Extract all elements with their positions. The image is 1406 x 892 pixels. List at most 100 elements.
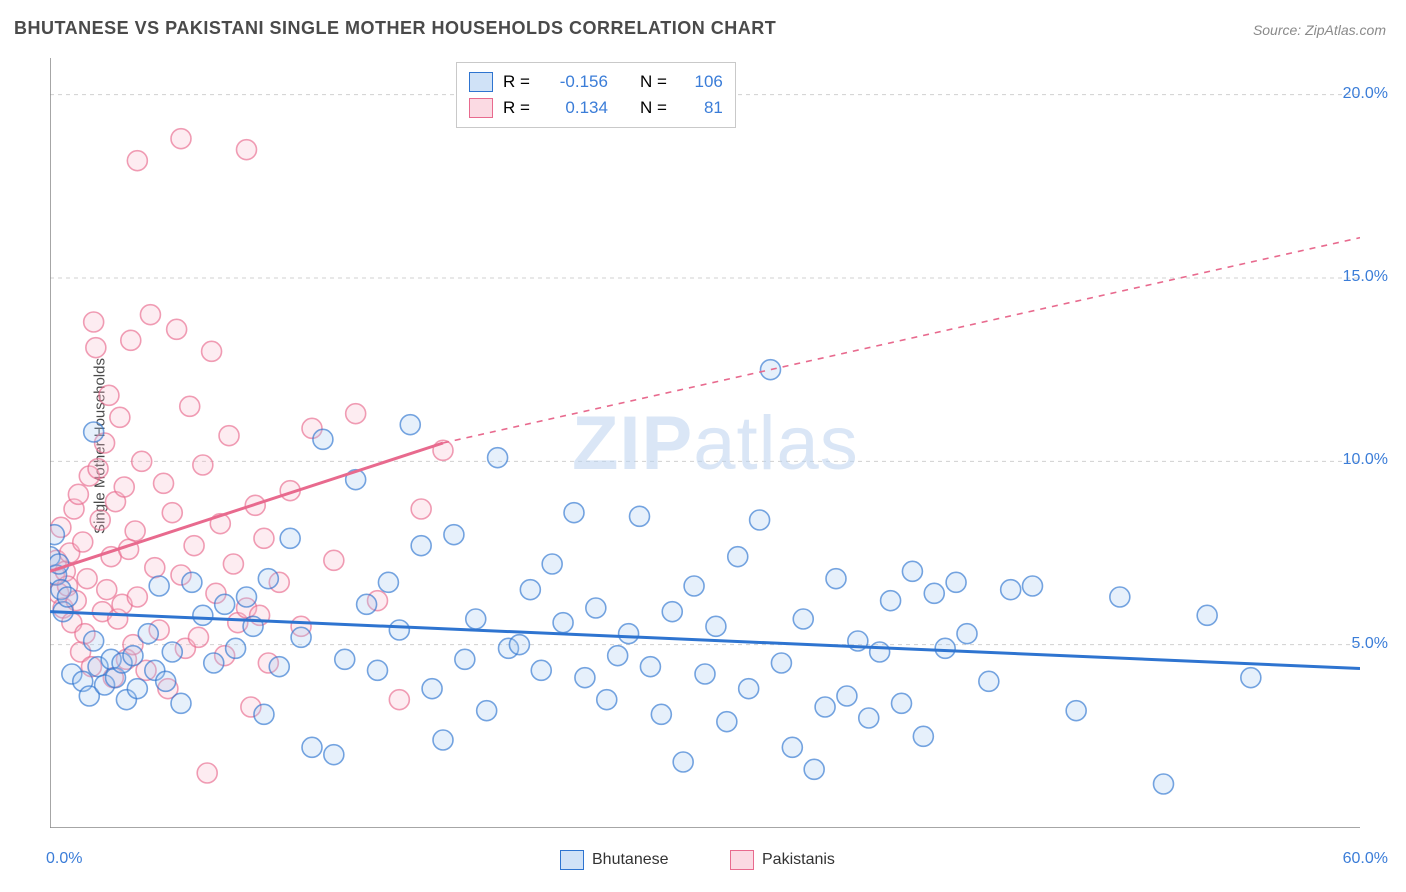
- data-point: [706, 616, 726, 636]
- stats-swatch: [469, 72, 493, 92]
- legend-swatch: [730, 850, 754, 870]
- legend-label: Pakistanis: [762, 851, 835, 869]
- data-point: [202, 341, 222, 361]
- data-point: [575, 668, 595, 688]
- data-point: [193, 605, 213, 625]
- data-point: [619, 624, 639, 644]
- data-point: [223, 554, 243, 574]
- data-point: [110, 407, 130, 427]
- data-point: [226, 638, 246, 658]
- data-point: [870, 642, 890, 662]
- legend-label: Bhutanese: [592, 851, 669, 869]
- data-point: [477, 701, 497, 721]
- data-point: [114, 477, 134, 497]
- data-point: [957, 624, 977, 644]
- data-point: [761, 360, 781, 380]
- y-tick-label: 20.0%: [1343, 85, 1388, 103]
- data-point: [1066, 701, 1086, 721]
- chart-title: BHUTANESE VS PAKISTANI SINGLE MOTHER HOU…: [14, 18, 776, 39]
- data-point: [97, 580, 117, 600]
- data-point: [520, 580, 540, 600]
- data-point: [400, 415, 420, 435]
- data-point: [99, 385, 119, 405]
- data-point: [750, 510, 770, 530]
- data-point: [422, 679, 442, 699]
- data-point: [171, 693, 191, 713]
- legend-item: Pakistanis: [730, 850, 835, 870]
- data-point: [77, 569, 97, 589]
- data-point: [188, 627, 208, 647]
- data-point: [162, 642, 182, 662]
- stats-row: R =0.134N =81: [469, 95, 723, 121]
- data-point: [156, 671, 176, 691]
- data-point: [84, 422, 104, 442]
- data-point: [140, 305, 160, 325]
- data-point: [771, 653, 791, 673]
- trend-line: [50, 612, 1360, 669]
- data-point: [509, 635, 529, 655]
- data-point: [1001, 580, 1021, 600]
- data-point: [389, 690, 409, 710]
- data-point: [127, 587, 147, 607]
- data-point: [378, 572, 398, 592]
- trend-line-extrapolated: [443, 238, 1360, 443]
- data-point: [313, 429, 333, 449]
- data-point: [553, 613, 573, 633]
- data-point: [86, 338, 106, 358]
- data-point: [695, 664, 715, 684]
- data-point: [237, 587, 257, 607]
- data-point: [346, 404, 366, 424]
- data-point: [171, 129, 191, 149]
- x-tick-label: 60.0%: [1343, 850, 1388, 868]
- x-tick-label: 0.0%: [46, 850, 82, 868]
- data-point: [586, 598, 606, 618]
- data-point: [73, 532, 93, 552]
- data-point: [254, 528, 274, 548]
- data-point: [793, 609, 813, 629]
- stats-swatch: [469, 98, 493, 118]
- data-point: [280, 528, 300, 548]
- data-point: [182, 572, 202, 592]
- data-point: [269, 657, 289, 677]
- data-point: [826, 569, 846, 589]
- data-point: [881, 591, 901, 611]
- data-point: [542, 554, 562, 574]
- data-point: [444, 525, 464, 545]
- data-point: [138, 624, 158, 644]
- data-point: [154, 473, 174, 493]
- data-point: [88, 459, 108, 479]
- data-point: [162, 503, 182, 523]
- data-point: [132, 451, 152, 471]
- legend-item: Bhutanese: [560, 850, 669, 870]
- stats-r-label: R =: [503, 95, 530, 121]
- data-point: [302, 737, 322, 757]
- data-point: [197, 763, 217, 783]
- data-point: [892, 693, 912, 713]
- data-point: [90, 510, 110, 530]
- data-point: [1023, 576, 1043, 596]
- data-point: [979, 671, 999, 691]
- data-point: [804, 759, 824, 779]
- stats-r-value: 0.134: [540, 95, 608, 121]
- data-point: [466, 609, 486, 629]
- data-point: [335, 649, 355, 669]
- data-point: [193, 455, 213, 475]
- correlation-stats-box: R =-0.156N =106R =0.134N =81: [456, 62, 736, 128]
- data-point: [219, 426, 239, 446]
- data-point: [946, 572, 966, 592]
- data-point: [630, 506, 650, 526]
- data-point: [935, 638, 955, 658]
- data-point: [411, 499, 431, 519]
- stats-n-label: N =: [640, 95, 667, 121]
- data-point: [127, 151, 147, 171]
- data-point: [121, 330, 141, 350]
- data-point: [411, 536, 431, 556]
- data-point: [291, 627, 311, 647]
- data-point: [84, 631, 104, 651]
- data-point: [1241, 668, 1261, 688]
- data-point: [531, 660, 551, 680]
- plot-svg: [50, 58, 1360, 828]
- data-point: [180, 396, 200, 416]
- data-point: [608, 646, 628, 666]
- data-point: [184, 536, 204, 556]
